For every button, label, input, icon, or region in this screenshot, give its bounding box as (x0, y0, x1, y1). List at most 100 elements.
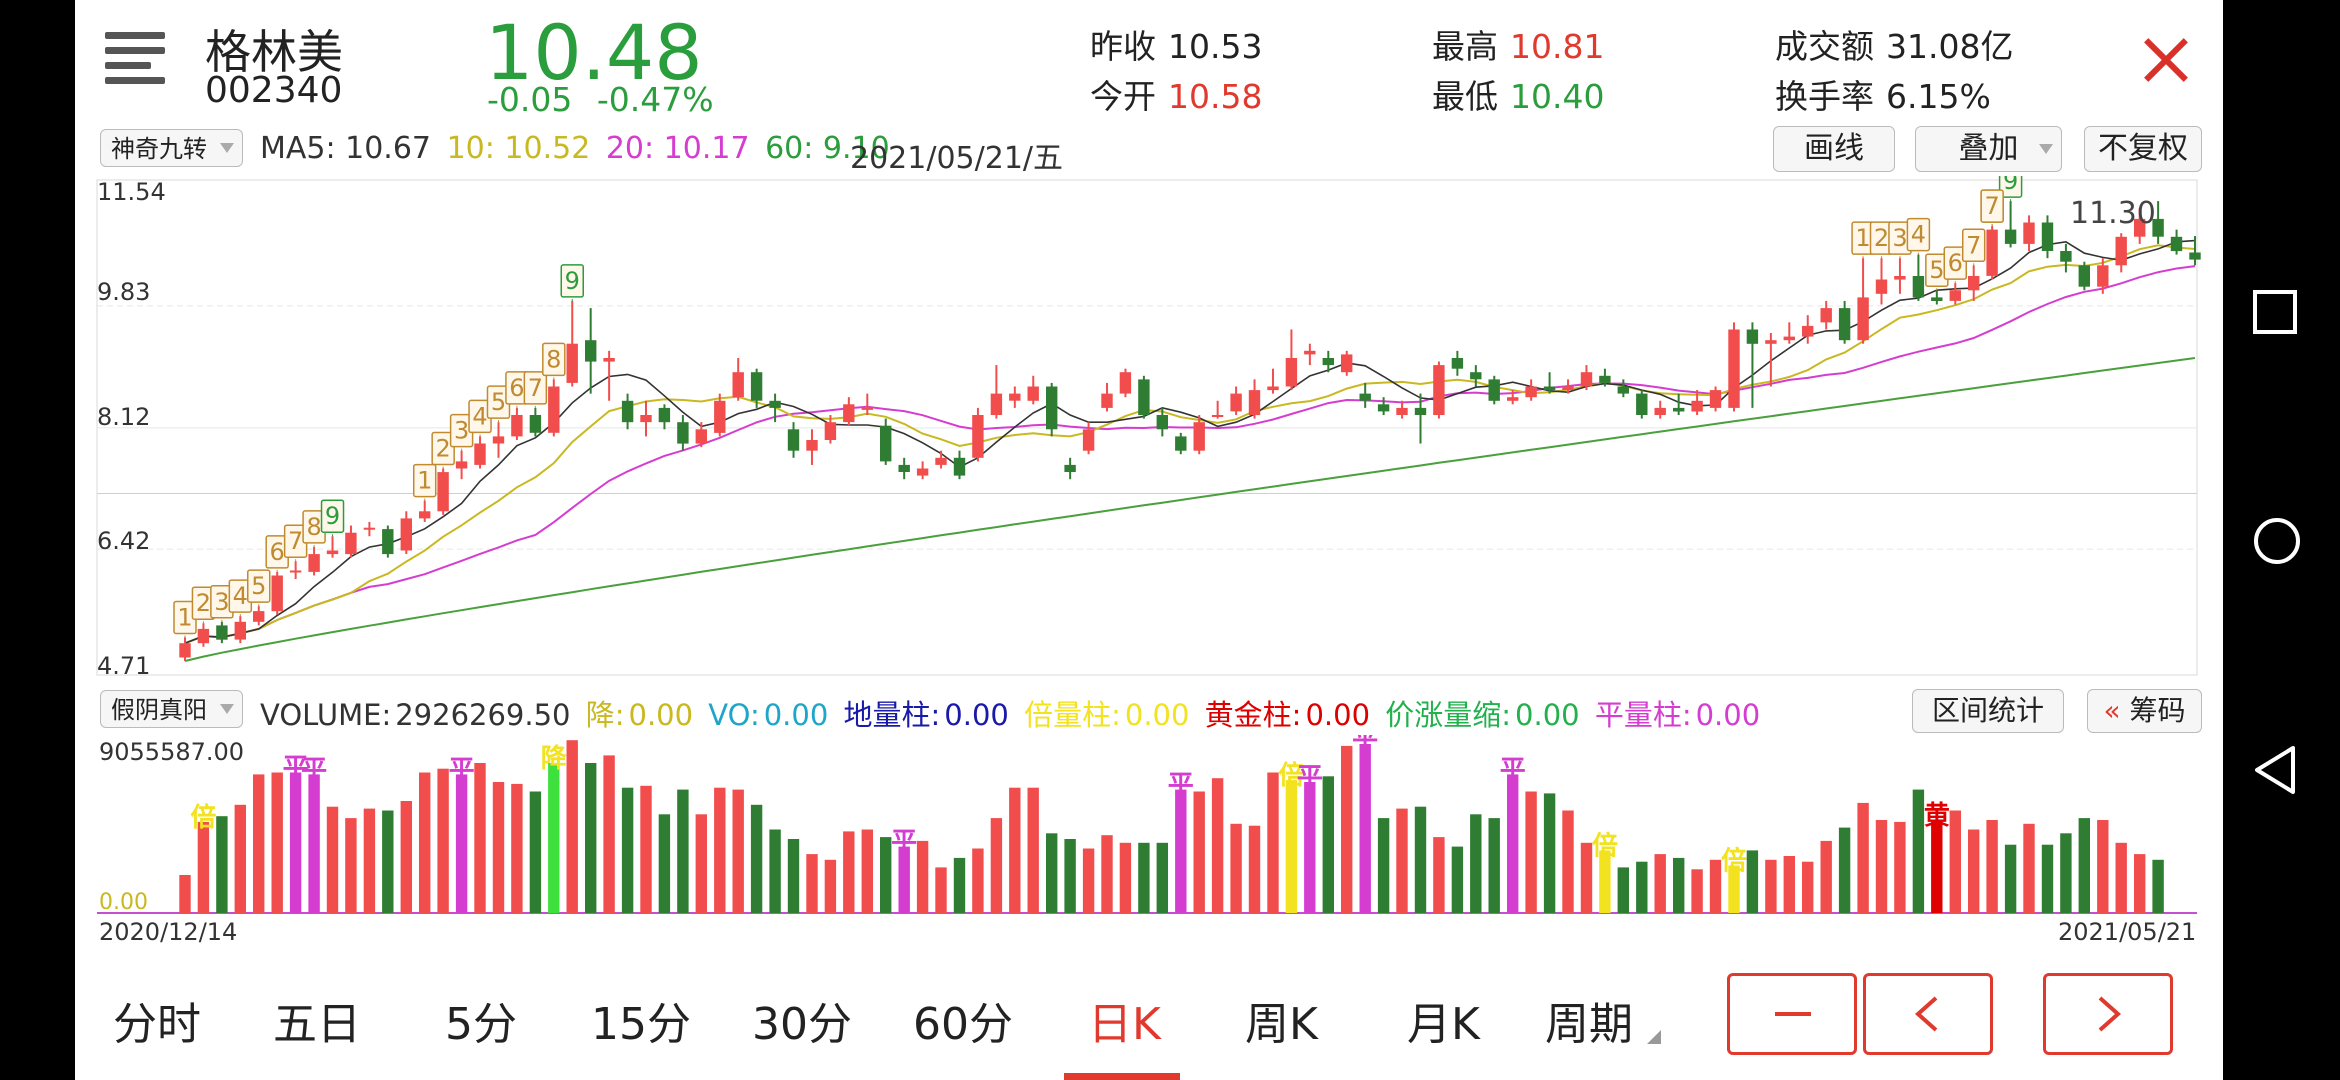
candle-body (1377, 404, 1390, 412)
volume-bar (2152, 859, 2164, 913)
candle-body (843, 404, 855, 423)
volume-bar (750, 804, 763, 913)
pingliang-label: 平量柱: (1594, 698, 1692, 732)
price-change-pct: -0.47% (596, 80, 714, 119)
dropdown-arrow-icon (220, 704, 234, 714)
volume-marker: 平 (1500, 755, 1526, 785)
chevron-right-icon (2098, 996, 2122, 1032)
tab-period-label: 周期 (1545, 999, 1633, 1050)
volume-bar (1875, 820, 1888, 913)
candle-body (289, 570, 302, 573)
nine-turn-number: 7 (288, 527, 303, 555)
ma60-value: 60: 9.10 (765, 131, 890, 166)
volume-bar (824, 859, 837, 913)
zoom-out-button[interactable] (1727, 973, 1857, 1055)
volume-bar (1543, 793, 1556, 913)
volume-bar (677, 789, 689, 913)
candlestick-chart[interactable]: 1234567891234567891234567897 (75, 176, 2223, 686)
stat-high: 最高 10.81 (1432, 20, 1604, 68)
volume-bar (1765, 859, 1777, 913)
chip-button[interactable]: « 筹码 (2087, 689, 2202, 733)
candle-body (2078, 265, 2090, 287)
candle-body (1543, 386, 1556, 391)
start-date: 2020/12/14 (99, 918, 238, 946)
candle-body (1009, 393, 1021, 401)
vo-value: 0.00 (763, 698, 829, 732)
volume-bar (308, 774, 320, 913)
chip-button-label: 筹码 (2129, 694, 2186, 727)
volume-bar (492, 782, 505, 913)
adjust-button[interactable]: 不复权 (2084, 126, 2202, 172)
tab-intraday[interactable]: 分时 (113, 999, 201, 1050)
beiliang-value: 0.00 (1124, 698, 1190, 732)
close-icon[interactable] (2135, 30, 2195, 90)
stock-name: 格林美 (205, 25, 343, 79)
nine-turn-box (1998, 176, 2023, 198)
candle-body (382, 529, 394, 555)
tab-weekly-k[interactable]: 周K (1245, 999, 1318, 1050)
ma10-value: 10: 10.52 (446, 131, 591, 166)
candle-body (216, 625, 228, 640)
volume-bar (1673, 857, 1685, 913)
stat-label: 换手率 (1775, 77, 1874, 116)
stat-prev-close: 昨收 10.53 (1090, 20, 1262, 68)
nine-turn-number: 6 (270, 538, 285, 566)
indicator-dropdown[interactable]: 神奇九转 (100, 129, 243, 167)
back-icon[interactable] (2251, 744, 2301, 796)
candle-body (1599, 375, 1611, 383)
candle-body (1267, 386, 1279, 391)
candle-body (1562, 386, 1574, 391)
volume-bar (1211, 778, 1224, 913)
recent-apps-icon[interactable] (2251, 288, 2301, 338)
tab-15min[interactable]: 15分 (591, 999, 691, 1050)
tab-monthly-k[interactable]: 月K (1407, 999, 1480, 1050)
tab-five-day[interactable]: 五日 (273, 999, 361, 1050)
vo-label: VO: (708, 698, 760, 732)
volume-bar (1746, 850, 1759, 913)
nine-turn-number: 7 (1966, 231, 1981, 259)
candle-body (1507, 397, 1519, 401)
scroll-right-button[interactable] (2043, 973, 2173, 1055)
volume-bar (2134, 854, 2146, 913)
nine-turn-number: 2 (1874, 224, 1889, 252)
range-stats-button[interactable]: 区间统计 (1912, 689, 2064, 733)
candle-body (529, 415, 542, 433)
volume-bar (1175, 789, 1187, 913)
tab-60min[interactable]: 60分 (913, 999, 1013, 1050)
home-icon[interactable] (2251, 515, 2303, 567)
scroll-left-button[interactable] (1863, 973, 1993, 1055)
volume-marker: 平 (1352, 735, 1378, 755)
nine-turn-number: 9 (325, 502, 340, 530)
volume-bar (732, 789, 744, 913)
beiliang-label: 倍量柱: (1024, 698, 1121, 732)
nine-turn-box (1906, 217, 1931, 252)
pingliang-value: 0.00 (1695, 698, 1761, 732)
menu-icon[interactable] (105, 32, 169, 86)
volume-bar (1359, 744, 1371, 913)
draw-line-button[interactable]: 画线 (1773, 126, 1895, 172)
volume-bar (1654, 854, 1666, 913)
nine-turn-number: 1 (1855, 224, 1870, 252)
candle-body (1211, 415, 1224, 417)
volume-bar (695, 814, 707, 913)
tab-period[interactable]: 周期 (1545, 988, 1661, 1052)
overlay-button[interactable]: 叠加 (1915, 126, 2062, 172)
candle-body (1138, 379, 1150, 416)
tab-30min[interactable]: 30分 (752, 999, 852, 1050)
candle-body (1046, 386, 1058, 430)
volume-indicator-dropdown[interactable]: 假阴真阳 (100, 690, 243, 728)
candle-body (197, 628, 210, 644)
tab-daily-k[interactable]: 日K (1088, 999, 1161, 1050)
candle-body (1230, 393, 1242, 412)
nine-turn-box (412, 463, 437, 498)
candle-body (1322, 358, 1334, 366)
jiang-value: 0.00 (628, 698, 694, 732)
candle-body (2134, 218, 2146, 237)
volume-bar (714, 787, 726, 913)
tab-5min[interactable]: 5分 (445, 999, 517, 1050)
candle-body (1156, 415, 1168, 430)
candle-body (1728, 329, 1740, 408)
nine-turn-label: 3 (1888, 221, 1912, 259)
candle-body (1894, 276, 1906, 280)
volume-chart[interactable]: 倍平平平降平平 倍平平平倍倍黄 (75, 735, 2223, 915)
